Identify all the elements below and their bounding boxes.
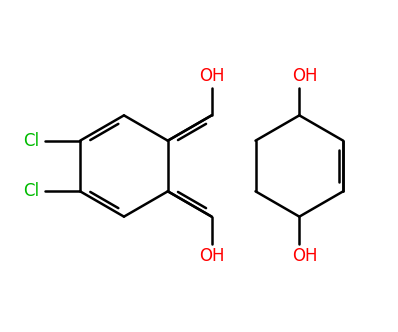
Text: OH: OH (199, 247, 224, 265)
Text: OH: OH (292, 247, 317, 265)
Text: OH: OH (199, 67, 224, 85)
Text: Cl: Cl (23, 132, 40, 150)
Text: OH: OH (292, 67, 317, 85)
Text: Cl: Cl (23, 182, 40, 200)
